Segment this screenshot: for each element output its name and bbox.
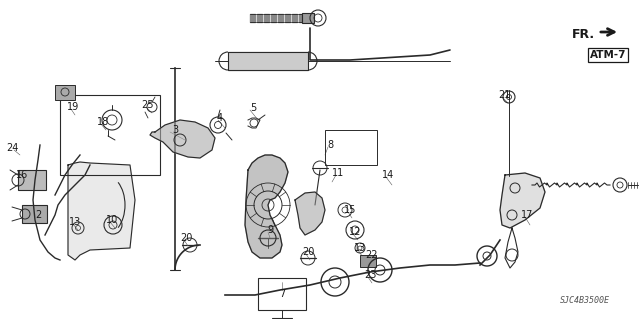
Text: 5: 5 (250, 103, 256, 113)
Polygon shape (68, 162, 135, 260)
Text: 14: 14 (382, 170, 394, 180)
Text: ATM-7: ATM-7 (589, 50, 627, 60)
Polygon shape (150, 120, 215, 158)
Bar (325, 130, 377, 165)
Text: 22: 22 (365, 250, 378, 260)
Text: SJC4B3500E: SJC4B3500E (560, 296, 610, 305)
Text: 12: 12 (349, 227, 361, 237)
Text: 9: 9 (267, 225, 273, 235)
Bar (18, 170, 46, 190)
Text: 11: 11 (332, 168, 344, 178)
Bar (55, 85, 75, 100)
Polygon shape (245, 155, 288, 258)
Bar (258, 278, 306, 310)
Text: 2: 2 (35, 210, 41, 220)
Bar (360, 255, 376, 267)
Bar (228, 52, 308, 70)
Text: 24: 24 (6, 143, 18, 153)
Text: 21: 21 (498, 90, 510, 100)
Text: 25: 25 (141, 100, 154, 110)
Bar (22, 205, 47, 223)
Text: 17: 17 (521, 210, 533, 220)
Text: 23: 23 (364, 270, 376, 280)
Text: 18: 18 (97, 117, 109, 127)
Text: 13: 13 (69, 217, 81, 227)
Text: 13: 13 (354, 243, 366, 253)
Bar (302, 13, 314, 23)
Text: 8: 8 (327, 140, 333, 150)
Bar (60, 95, 160, 175)
Text: 15: 15 (344, 205, 356, 215)
Text: 7: 7 (279, 289, 285, 299)
Text: 19: 19 (67, 102, 79, 112)
Text: 20: 20 (180, 233, 192, 243)
Polygon shape (500, 173, 545, 228)
Text: FR.: FR. (572, 28, 595, 41)
Text: 3: 3 (172, 125, 178, 135)
Text: 16: 16 (16, 170, 28, 180)
Text: 4: 4 (217, 113, 223, 123)
Text: 10: 10 (106, 215, 118, 225)
Polygon shape (295, 192, 325, 235)
Text: 20: 20 (302, 247, 314, 257)
